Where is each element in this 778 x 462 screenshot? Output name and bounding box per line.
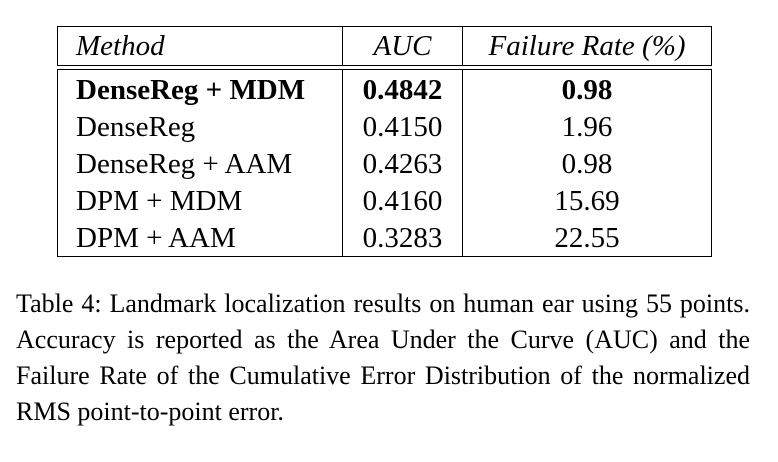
header-rule-gap [57, 65, 712, 70]
cell-auc: 0.4842 [342, 69, 463, 108]
cell-method: DenseReg + MDM [57, 69, 343, 108]
cell-failure-rate: 0.98 [462, 69, 712, 108]
header-row: Method AUC Failure Rate (%) [57, 26, 712, 66]
cell-auc: 0.4150 [342, 108, 463, 145]
cell-failure-rate: 0.98 [462, 145, 712, 182]
header-auc: AUC [342, 26, 463, 66]
table-row: DPM + AAM 0.3283 22.55 [57, 219, 712, 257]
table-caption: Table 4: Landmark localization results o… [16, 289, 750, 426]
table-row: DenseReg + AAM 0.4263 0.98 [57, 145, 712, 182]
table-header: Method AUC Failure Rate (%) [57, 26, 712, 70]
cell-method: DPM + MDM [57, 182, 343, 219]
cell-failure-rate: 22.55 [462, 219, 712, 257]
cell-method: DenseReg [57, 108, 343, 145]
header-failure-rate: Failure Rate (%) [462, 26, 712, 66]
results-table-container: Method AUC Failure Rate (%) DenseReg + M… [57, 26, 712, 257]
results-table: Method AUC Failure Rate (%) DenseReg + M… [57, 26, 712, 257]
cell-auc: 0.4160 [342, 182, 463, 219]
header-method: Method [57, 26, 343, 66]
cell-failure-rate: 15.69 [462, 182, 712, 219]
table-row: DenseReg 0.4150 1.96 [57, 108, 712, 145]
table-body: DenseReg + MDM 0.4842 0.98 DenseReg 0.41… [57, 69, 712, 257]
table-row: DPM + MDM 0.4160 15.69 [57, 182, 712, 219]
cell-method: DPM + AAM [57, 219, 343, 257]
cell-auc: 0.3283 [342, 219, 463, 257]
table-row: DenseReg + MDM 0.4842 0.98 [57, 69, 712, 108]
cell-auc: 0.4263 [342, 145, 463, 182]
cell-method: DenseReg + AAM [57, 145, 343, 182]
cell-failure-rate: 1.96 [462, 108, 712, 145]
